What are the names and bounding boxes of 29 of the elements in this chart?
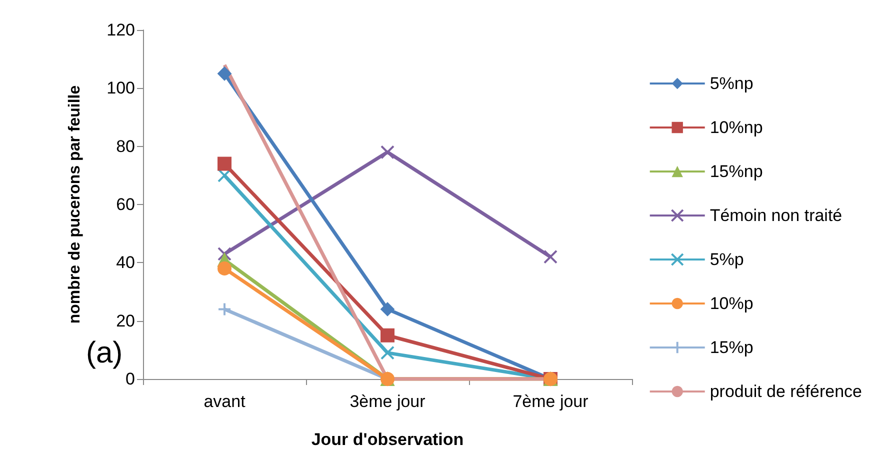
- y-axis-title: nombre de pucerons par feuille: [66, 85, 84, 324]
- point: [380, 145, 394, 160]
- legend-label: 15%np: [710, 162, 763, 181]
- point: [380, 328, 394, 342]
- y-tick-label: 120: [106, 20, 135, 40]
- y-tick-label: 0: [126, 370, 135, 388]
- x-tick-label: 3ème jour: [350, 392, 426, 411]
- legend-label: 10%np: [710, 118, 763, 137]
- y-tick-label: 20: [116, 311, 135, 330]
- legend-label: 15%p: [710, 338, 754, 357]
- legend-label: 10%p: [710, 294, 754, 313]
- text: (a): [86, 336, 123, 370]
- legend-label: 5%p: [710, 250, 744, 269]
- x-axis-title: Jour d'observation: [311, 430, 464, 449]
- x-tick-label: 7ème jour: [512, 392, 589, 411]
- point: [218, 302, 232, 316]
- point: [544, 250, 558, 264]
- x-tick-label: avant: [204, 392, 246, 411]
- legend-label: produit de référence: [710, 382, 862, 401]
- point: [380, 346, 394, 360]
- legend-label: 5%np: [710, 74, 754, 93]
- point: [218, 66, 232, 81]
- point: [380, 302, 394, 316]
- y-tick-label: 40: [116, 253, 135, 272]
- y-tick-label: 60: [116, 195, 135, 214]
- legend-label: Témoin non traité: [710, 206, 842, 225]
- point: [218, 156, 232, 171]
- y-tick-label: 100: [106, 78, 135, 98]
- y-tick-label: 80: [116, 136, 135, 156]
